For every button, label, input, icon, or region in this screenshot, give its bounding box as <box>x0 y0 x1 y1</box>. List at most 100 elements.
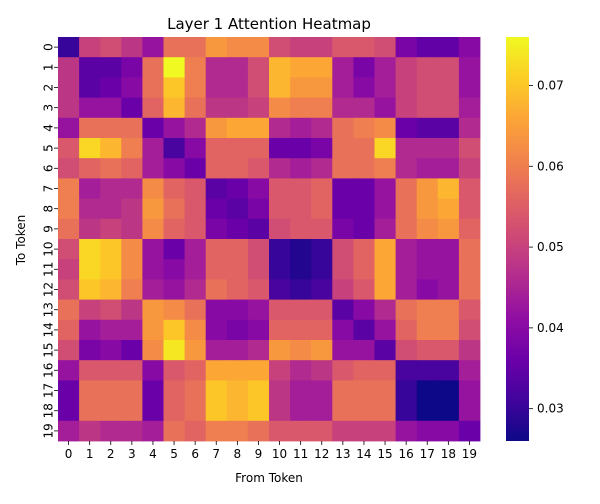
heatmap-cell-r2-c6 <box>184 77 207 98</box>
heatmap-cell-r7-c2 <box>100 178 122 199</box>
heatmap-cell-r19-c3 <box>121 420 143 442</box>
heatmap-cell-r14-c1 <box>79 319 101 341</box>
heatmap-cell-r18-c18 <box>437 400 460 422</box>
heatmap-cell-r11-c2 <box>100 259 122 280</box>
heatmap-cell-r17-c1 <box>79 380 101 401</box>
x-tick-label: 17 <box>420 447 435 461</box>
heatmap-cell-r7-c17 <box>416 178 439 199</box>
heatmap-cell-r17-c3 <box>121 380 143 401</box>
heatmap-cell-r0-c7 <box>205 37 228 58</box>
heatmap-cell-r8-c11 <box>290 198 312 220</box>
heatmap-cell-r3-c2 <box>100 97 122 119</box>
heatmap-cell-r16-c18 <box>437 360 460 381</box>
heatmap-cell-r14-c12 <box>311 319 333 341</box>
heatmap-cell-r12-c17 <box>416 279 439 300</box>
heatmap-cell-r15-c17 <box>416 340 439 361</box>
heatmap-cell-r19-c7 <box>205 420 228 442</box>
heatmap-cell-r13-c14 <box>353 299 375 321</box>
heatmap-cell-r16-c17 <box>416 360 439 381</box>
heatmap-cell-r18-c12 <box>311 400 333 422</box>
heatmap-cell-r2-c19 <box>458 77 481 98</box>
heatmap-cell-r8-c0 <box>58 198 80 220</box>
heatmap-cell-r11-c0 <box>58 259 80 280</box>
heatmap-cell-r5-c6 <box>184 138 207 159</box>
heatmap-cell-r14-c5 <box>163 319 185 341</box>
heatmap-cell-r12-c10 <box>269 279 291 300</box>
y-tick-label: 13 <box>42 302 56 317</box>
heatmap-cell-r1-c11 <box>290 57 312 78</box>
heatmap-cell-r13-c10 <box>269 299 291 321</box>
heatmap-cell-r16-c8 <box>226 360 249 381</box>
heatmap-cell-r3-c13 <box>332 97 354 119</box>
heatmap-cell-r11-c9 <box>247 259 270 280</box>
heatmap-cell-r6-c7 <box>205 158 228 179</box>
heatmap-cell-r7-c1 <box>79 178 101 199</box>
heatmap-cell-r2-c14 <box>353 77 375 98</box>
heatmap-cell-r15-c5 <box>163 340 185 361</box>
heatmap-cell-r5-c14 <box>353 138 375 159</box>
heatmap-cell-r11-c1 <box>79 259 101 280</box>
heatmap-cell-r1-c7 <box>205 57 228 78</box>
heatmap-cell-r0-c18 <box>437 37 460 58</box>
heatmap-cell-r0-c14 <box>353 37 375 58</box>
heatmap-cell-r18-c1 <box>79 400 101 422</box>
heatmap-cell-r5-c10 <box>269 138 291 159</box>
heatmap-cell-r4-c4 <box>142 117 164 139</box>
x-tick-label: 16 <box>399 447 414 461</box>
heatmap-cell-r10-c16 <box>395 239 418 260</box>
heatmap-cell-r1-c4 <box>142 57 164 78</box>
heatmap-cell-r3-c11 <box>290 97 312 119</box>
heatmap-cell-r1-c6 <box>184 57 207 78</box>
y-tick-label: 10 <box>42 241 56 256</box>
y-tick-label: 6 <box>42 164 56 172</box>
heatmap-cell-r17-c13 <box>332 380 354 401</box>
heatmap-cell-r16-c15 <box>374 360 396 381</box>
heatmap-cell-r11-c12 <box>311 259 333 280</box>
y-tick-label: 3 <box>42 104 56 112</box>
heatmap-cell-r11-c11 <box>290 259 312 280</box>
heatmap-cell-r5-c15 <box>374 138 396 159</box>
heatmap-cell-r4-c16 <box>395 117 418 139</box>
heatmap-cell-r6-c9 <box>247 158 270 179</box>
x-tick-label: 4 <box>149 447 157 461</box>
heatmap-cell-r15-c2 <box>100 340 122 361</box>
heatmap-cell-r18-c16 <box>395 400 418 422</box>
heatmap-cell-r6-c1 <box>79 158 101 179</box>
heatmap-cell-r1-c9 <box>247 57 270 78</box>
heatmap-cell-r13-c0 <box>58 299 80 321</box>
heatmap-cell-r14-c3 <box>121 319 143 341</box>
heatmap-cell-r4-c13 <box>332 117 354 139</box>
heatmap-cell-r7-c18 <box>437 178 460 199</box>
colorbar-tick-label: 0.06 <box>537 159 564 173</box>
heatmap-cell-r12-c0 <box>58 279 80 300</box>
x-tick-label: 6 <box>191 447 199 461</box>
heatmap-cell-r16-c14 <box>353 360 375 381</box>
heatmap-cell-r9-c1 <box>79 218 101 240</box>
heatmap-cell-r16-c1 <box>79 360 101 381</box>
heatmap-cell-r13-c16 <box>395 299 418 321</box>
heatmap-cell-r9-c19 <box>458 218 481 240</box>
heatmap-cell-r7-c9 <box>247 178 270 199</box>
heatmap-cell-r5-c2 <box>100 138 122 159</box>
heatmap-cell-r4-c3 <box>121 117 143 139</box>
heatmap-cell-r15-c3 <box>121 340 143 361</box>
x-tick-label: 9 <box>255 447 263 461</box>
x-tick-label: 12 <box>314 447 329 461</box>
heatmap-cell-r0-c19 <box>458 37 481 58</box>
heatmap-cell-r15-c10 <box>269 340 291 361</box>
heatmap-cell-r12-c18 <box>437 279 460 300</box>
heatmap-cell-r14-c19 <box>458 319 481 341</box>
heatmap-cell-r15-c9 <box>247 340 270 361</box>
heatmap-cell-r19-c17 <box>416 420 439 442</box>
x-tick-label: 0 <box>65 447 73 461</box>
heatmap-cell-r6-c16 <box>395 158 418 179</box>
heatmap-cell-r4-c11 <box>290 117 312 139</box>
heatmap-cell-r14-c8 <box>226 319 249 341</box>
heatmap-cell-r1-c19 <box>458 57 481 78</box>
heatmap-cell-r12-c8 <box>226 279 249 300</box>
x-axis-ticks: 0 1 2 3 4 5 6 7 8 9 10 11 12 13 14 15 16 17 18 19 <box>65 441 477 461</box>
heatmap-cell-r14-c10 <box>269 319 291 341</box>
heatmap-cell-r16-c6 <box>184 360 207 381</box>
heatmap-cell-r10-c13 <box>332 239 354 260</box>
heatmap-cell-r19-c12 <box>311 420 333 442</box>
